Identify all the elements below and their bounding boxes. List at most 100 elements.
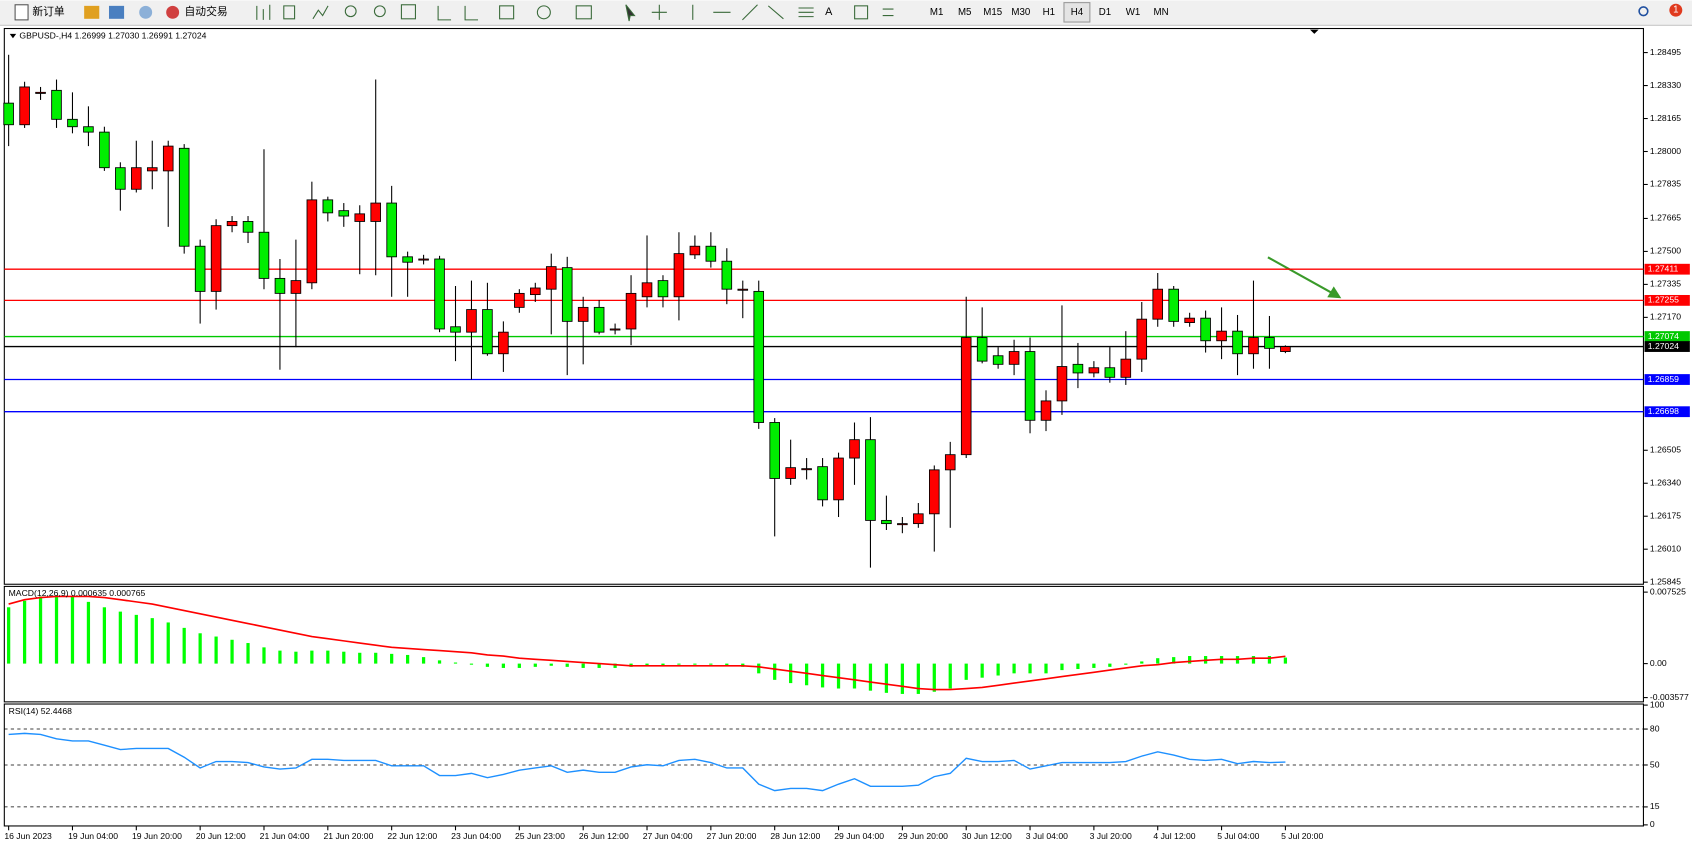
auto-trading-button[interactable]: 自动交易 bbox=[166, 5, 228, 19]
candle-body bbox=[338, 210, 350, 217]
candle-body bbox=[115, 167, 126, 190]
histogram-bar bbox=[1092, 663, 1096, 668]
timeframe-button[interactable]: M30 bbox=[1011, 7, 1030, 18]
icon bbox=[14, 4, 29, 21]
y-tick-label: 1.28000 bbox=[1650, 146, 1681, 156]
histogram-bar bbox=[1044, 663, 1048, 674]
icon[interactable] bbox=[84, 5, 100, 19]
price-label: 1.27024 bbox=[1648, 341, 1679, 351]
candle-body bbox=[1152, 288, 1164, 320]
icon[interactable] bbox=[854, 5, 869, 20]
timeframe-button[interactable]: M15 bbox=[983, 7, 1002, 18]
notification-count: 1 bbox=[1673, 5, 1678, 16]
arrow-head bbox=[1327, 286, 1342, 299]
histogram-bar bbox=[453, 662, 458, 664]
histogram-bar bbox=[757, 663, 761, 674]
x-tick-label: 5 Jul 20:00 bbox=[1281, 831, 1323, 841]
timeframe-button[interactable]: H4 bbox=[1071, 7, 1084, 18]
candle-body bbox=[769, 422, 780, 479]
candle-body bbox=[1024, 351, 1036, 421]
price-label: 1.27411 bbox=[1648, 263, 1679, 273]
price-label-box bbox=[1644, 341, 1690, 352]
candle-body bbox=[514, 292, 525, 308]
icon[interactable] bbox=[312, 5, 329, 20]
icon[interactable] bbox=[108, 5, 125, 19]
candle-body bbox=[162, 145, 174, 172]
candle-body bbox=[577, 306, 589, 322]
histogram-bar bbox=[262, 647, 266, 664]
x-tick-label: 19 Jun 20:00 bbox=[132, 831, 182, 841]
price-label-box bbox=[1644, 294, 1690, 306]
toolbar: 新订单 自动交易 A M1 M5 M15 M30 H1 H4 D1 W1 MN bbox=[0, 0, 1692, 26]
y-tick-label: 100 bbox=[1650, 699, 1665, 709]
price-label-box bbox=[1644, 406, 1690, 418]
y-tick-label: 1.27500 bbox=[1650, 246, 1681, 256]
icon[interactable] bbox=[256, 4, 271, 20]
candle-body bbox=[274, 277, 286, 294]
histogram-bar bbox=[932, 663, 936, 692]
candle-body bbox=[482, 309, 493, 355]
histogram-bar bbox=[374, 652, 378, 664]
histogram-bar bbox=[1283, 657, 1288, 664]
y-tick-label: 1.27170 bbox=[1650, 312, 1681, 322]
histogram-bar bbox=[996, 663, 1000, 676]
candle-body bbox=[849, 439, 860, 459]
icon[interactable] bbox=[400, 4, 416, 20]
histogram-bar bbox=[501, 663, 505, 668]
histogram-bar bbox=[469, 663, 474, 665]
text-tool[interactable]: A bbox=[825, 6, 833, 18]
candle-body bbox=[785, 467, 796, 479]
icon[interactable] bbox=[139, 5, 153, 19]
icon[interactable] bbox=[575, 5, 592, 20]
histogram-bar bbox=[1251, 656, 1256, 664]
icon[interactable] bbox=[344, 5, 357, 18]
candle-body bbox=[753, 290, 765, 423]
candle-body bbox=[929, 469, 940, 515]
candle-body bbox=[210, 225, 222, 292]
icon[interactable] bbox=[499, 5, 515, 20]
x-tick-label: 27 Jun 04:00 bbox=[643, 831, 693, 841]
histogram-bar bbox=[38, 596, 43, 664]
histogram-bar bbox=[22, 600, 27, 664]
new-order-button[interactable]: 新订单 bbox=[14, 4, 65, 21]
candle-body bbox=[721, 260, 733, 290]
histogram-bar bbox=[964, 663, 968, 680]
main-panel-border bbox=[3, 27, 1644, 585]
timeframe-button[interactable]: W1 bbox=[1126, 7, 1141, 18]
candle-body bbox=[833, 457, 844, 501]
candle-body bbox=[498, 331, 509, 355]
candle-body bbox=[801, 468, 812, 471]
y-tick-label: 80 bbox=[1650, 723, 1660, 733]
histogram-bar bbox=[948, 663, 952, 689]
histogram-bar bbox=[581, 663, 585, 668]
icon bbox=[166, 5, 180, 19]
histogram-bar bbox=[1124, 663, 1128, 665]
candle-body bbox=[1120, 358, 1132, 378]
icon[interactable] bbox=[373, 5, 386, 18]
histogram-bar bbox=[1108, 663, 1112, 667]
icon[interactable] bbox=[651, 4, 814, 21]
candle-body bbox=[737, 288, 749, 291]
icon[interactable] bbox=[283, 5, 296, 20]
timeframe-button[interactable]: D1 bbox=[1099, 7, 1111, 18]
timeframe-button[interactable]: M1 bbox=[930, 7, 943, 18]
icon[interactable] bbox=[882, 8, 894, 17]
candle-body bbox=[641, 282, 653, 298]
histogram-bar bbox=[613, 663, 617, 668]
notification-badge[interactable] bbox=[1669, 3, 1683, 17]
histogram-bar bbox=[70, 596, 75, 664]
new-order-label: 新订单 bbox=[32, 5, 65, 18]
timeframe-button[interactable]: M5 bbox=[958, 7, 971, 18]
search-icon[interactable] bbox=[1638, 6, 1649, 17]
icon[interactable] bbox=[625, 4, 636, 22]
histogram-bar bbox=[1188, 656, 1192, 664]
histogram-bar bbox=[150, 618, 154, 664]
timeframe-button[interactable]: H1 bbox=[1043, 7, 1055, 18]
icon[interactable] bbox=[536, 5, 551, 20]
candle-body bbox=[689, 245, 701, 256]
price-label-box bbox=[1644, 263, 1690, 275]
icon[interactable] bbox=[437, 5, 479, 21]
histogram-bar bbox=[246, 643, 250, 664]
timeframe-button[interactable]: MN bbox=[1154, 7, 1169, 18]
candle-body bbox=[226, 221, 238, 227]
